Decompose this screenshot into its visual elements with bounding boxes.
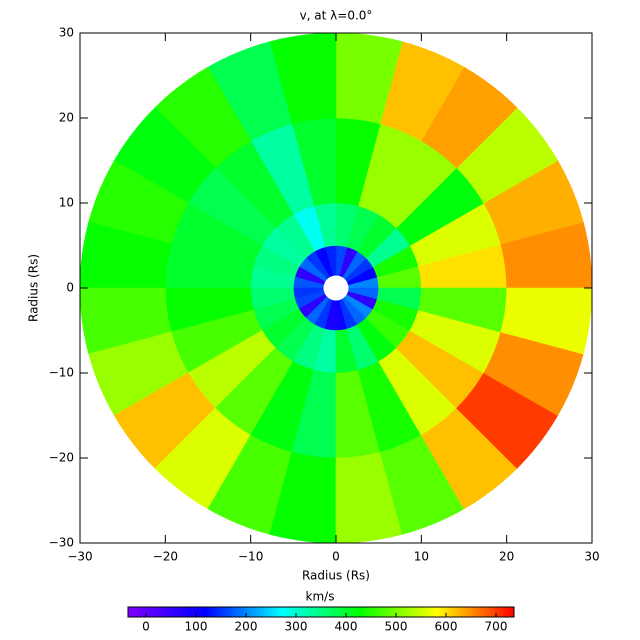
x-tick-label: −10	[238, 550, 263, 564]
x-axis-label: Radius (Rs)	[302, 569, 370, 583]
y-tick-label: −30	[49, 536, 74, 550]
colorbar-tick-label: 100	[185, 620, 208, 634]
x-tick-label: −20	[153, 550, 178, 564]
x-tick-label: 30	[584, 550, 599, 564]
y-tick-label: −20	[49, 451, 74, 465]
x-tick-label: −30	[67, 550, 92, 564]
heat-cell	[500, 287, 593, 355]
y-tick-label: 30	[59, 26, 74, 40]
colorbar-tick-label: 300	[285, 620, 308, 634]
colorbar	[127, 606, 515, 618]
y-tick-label: −10	[49, 366, 74, 380]
chart-title: v, at λ=0.0°	[300, 9, 373, 23]
colorbar-tick-label: 0	[142, 620, 150, 634]
colorbar-tick-label: 500	[385, 620, 408, 634]
colorbar-tick-label: 700	[485, 620, 508, 634]
x-tick-label: 0	[332, 550, 340, 564]
y-tick-label: 0	[66, 281, 74, 295]
colorbar-tick-label: 600	[435, 620, 458, 634]
colorbar-label: km/s	[306, 590, 335, 604]
x-tick-label: 10	[414, 550, 429, 564]
x-tick-label: 20	[499, 550, 514, 564]
colorbar-tick-label: 200	[235, 620, 258, 634]
y-axis-label: Radius (Rs)	[27, 254, 41, 322]
y-tick-label: 20	[59, 111, 74, 125]
y-tick-label: 10	[59, 196, 74, 210]
colorbar-tick-label: 400	[335, 620, 358, 634]
